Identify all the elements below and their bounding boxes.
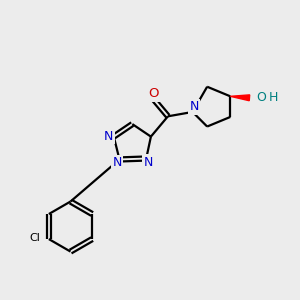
Text: Cl: Cl: [30, 232, 40, 243]
Text: O: O: [256, 91, 266, 104]
Text: N: N: [104, 130, 113, 142]
Polygon shape: [230, 95, 250, 101]
Text: H: H: [268, 91, 278, 104]
Text: N: N: [189, 100, 199, 113]
Text: N: N: [144, 155, 153, 169]
Text: O: O: [148, 87, 159, 100]
Text: N: N: [112, 157, 122, 169]
